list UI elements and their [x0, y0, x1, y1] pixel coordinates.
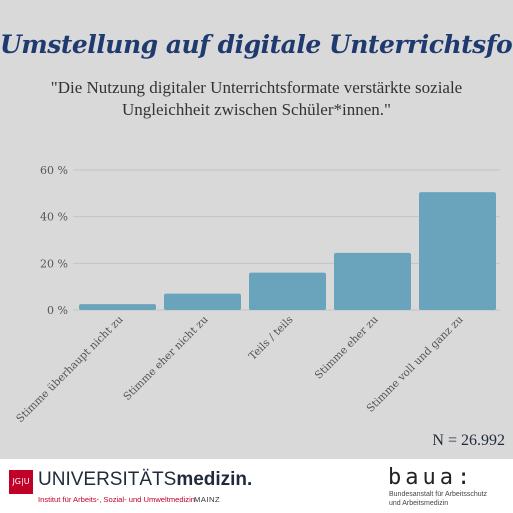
y-tick-label: 20 %	[40, 257, 68, 270]
bars	[79, 192, 496, 310]
baua-subtitle: Bundesanstalt für Arbeitsschutz und Arbe…	[389, 490, 487, 508]
bar	[79, 304, 156, 310]
y-tick-label: 0 %	[47, 304, 68, 317]
bar	[249, 272, 326, 310]
baua-logo: baua:	[388, 465, 475, 490]
bar	[164, 293, 241, 310]
x-tick-label: Stimme überhaupt nicht zu	[14, 313, 126, 425]
x-tick-label: Stimme eher nicht zu	[121, 313, 211, 403]
jgu-logo: JG|U	[9, 470, 33, 494]
sample-size-label: N = 26.992	[432, 432, 505, 449]
university-medicine-logo: UNIVERSITÄTSmedizin.	[38, 469, 252, 491]
bar	[419, 192, 496, 310]
city-label: MAINZ	[194, 495, 221, 504]
bar	[334, 252, 411, 310]
university-logo-bold: medizin.	[176, 469, 253, 490]
survey-statement-line-2: Ungleichheit zwischen Schüler*innen."	[122, 100, 391, 119]
y-tick-labels: 0 % 20 % 40 % 60 %	[40, 164, 68, 317]
y-tick-label: 60 %	[40, 164, 68, 177]
bar-chart: 0 % 20 % 40 % 60 % Stimme überhaupt nicht z…	[14, 164, 500, 425]
x-tick-label: Teils / teils	[247, 314, 296, 363]
page-title: Umstellung auf digitale Unterrichtsforma…	[0, 30, 513, 59]
x-tick-label: Stimme voll und ganz zu	[364, 313, 465, 414]
survey-statement: "Die Nutzung digitaler Unterrichtsformat…	[14, 77, 499, 121]
baua-subtitle-line-1: Bundesanstalt für Arbeitsschutz	[389, 491, 488, 498]
survey-statement-line-1: "Die Nutzung digitaler Unterrichtsformat…	[50, 78, 463, 97]
y-tick-label: 40 %	[40, 211, 68, 224]
footer-logos: JG|U UNIVERSITÄTSmedizin. Institut für A…	[0, 459, 513, 513]
university-logo-regular: UNIVERSITÄTS	[38, 469, 177, 490]
x-tick-label: Stimme eher zu	[313, 313, 381, 381]
baua-subtitle-line-2: und Arbeitsmedizin	[389, 500, 449, 507]
institute-name: Institut für Arbeits-, Sozial- und Umwel…	[38, 495, 195, 504]
